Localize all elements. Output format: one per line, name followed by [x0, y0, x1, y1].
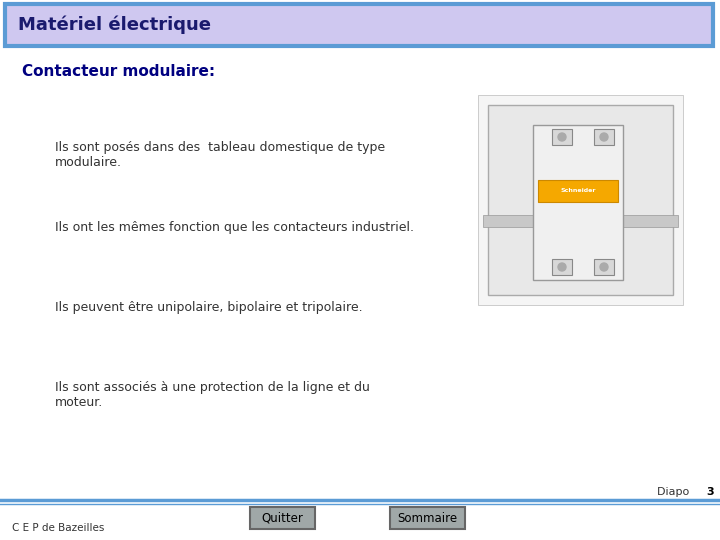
Text: 3: 3	[706, 487, 714, 497]
Text: Ils sont posés dans des  tableau domestique de type: Ils sont posés dans des tableau domestiq…	[55, 141, 385, 154]
FancyBboxPatch shape	[552, 129, 572, 145]
FancyBboxPatch shape	[538, 180, 618, 202]
FancyBboxPatch shape	[5, 4, 713, 46]
Circle shape	[600, 133, 608, 141]
Text: Schneider: Schneider	[560, 188, 595, 193]
Text: moteur.: moteur.	[55, 395, 103, 408]
Text: Ils ont les mêmes fonction que les contacteurs industriel.: Ils ont les mêmes fonction que les conta…	[55, 221, 414, 234]
Text: Matériel électrique: Matériel électrique	[18, 16, 211, 34]
Text: C E P de Bazeilles: C E P de Bazeilles	[12, 523, 104, 533]
FancyBboxPatch shape	[488, 105, 673, 295]
FancyBboxPatch shape	[250, 507, 315, 529]
FancyBboxPatch shape	[533, 125, 623, 280]
FancyBboxPatch shape	[552, 259, 572, 275]
Circle shape	[558, 133, 566, 141]
Text: Ils sont associés à une protection de la ligne et du: Ils sont associés à une protection de la…	[55, 381, 370, 395]
Circle shape	[558, 263, 566, 271]
Text: Diapo: Diapo	[657, 487, 693, 497]
Text: Ils peuvent être unipolaire, bipolaire et tripolaire.: Ils peuvent être unipolaire, bipolaire e…	[55, 301, 363, 314]
FancyBboxPatch shape	[390, 507, 465, 529]
FancyBboxPatch shape	[594, 129, 614, 145]
Text: Quitter: Quitter	[261, 511, 303, 524]
Text: modulaire.: modulaire.	[55, 156, 122, 168]
Text: Sommaire: Sommaire	[397, 511, 458, 524]
Circle shape	[600, 263, 608, 271]
FancyBboxPatch shape	[478, 95, 683, 305]
Text: Contacteur modulaire:: Contacteur modulaire:	[22, 64, 215, 79]
FancyBboxPatch shape	[594, 259, 614, 275]
FancyBboxPatch shape	[483, 215, 678, 227]
